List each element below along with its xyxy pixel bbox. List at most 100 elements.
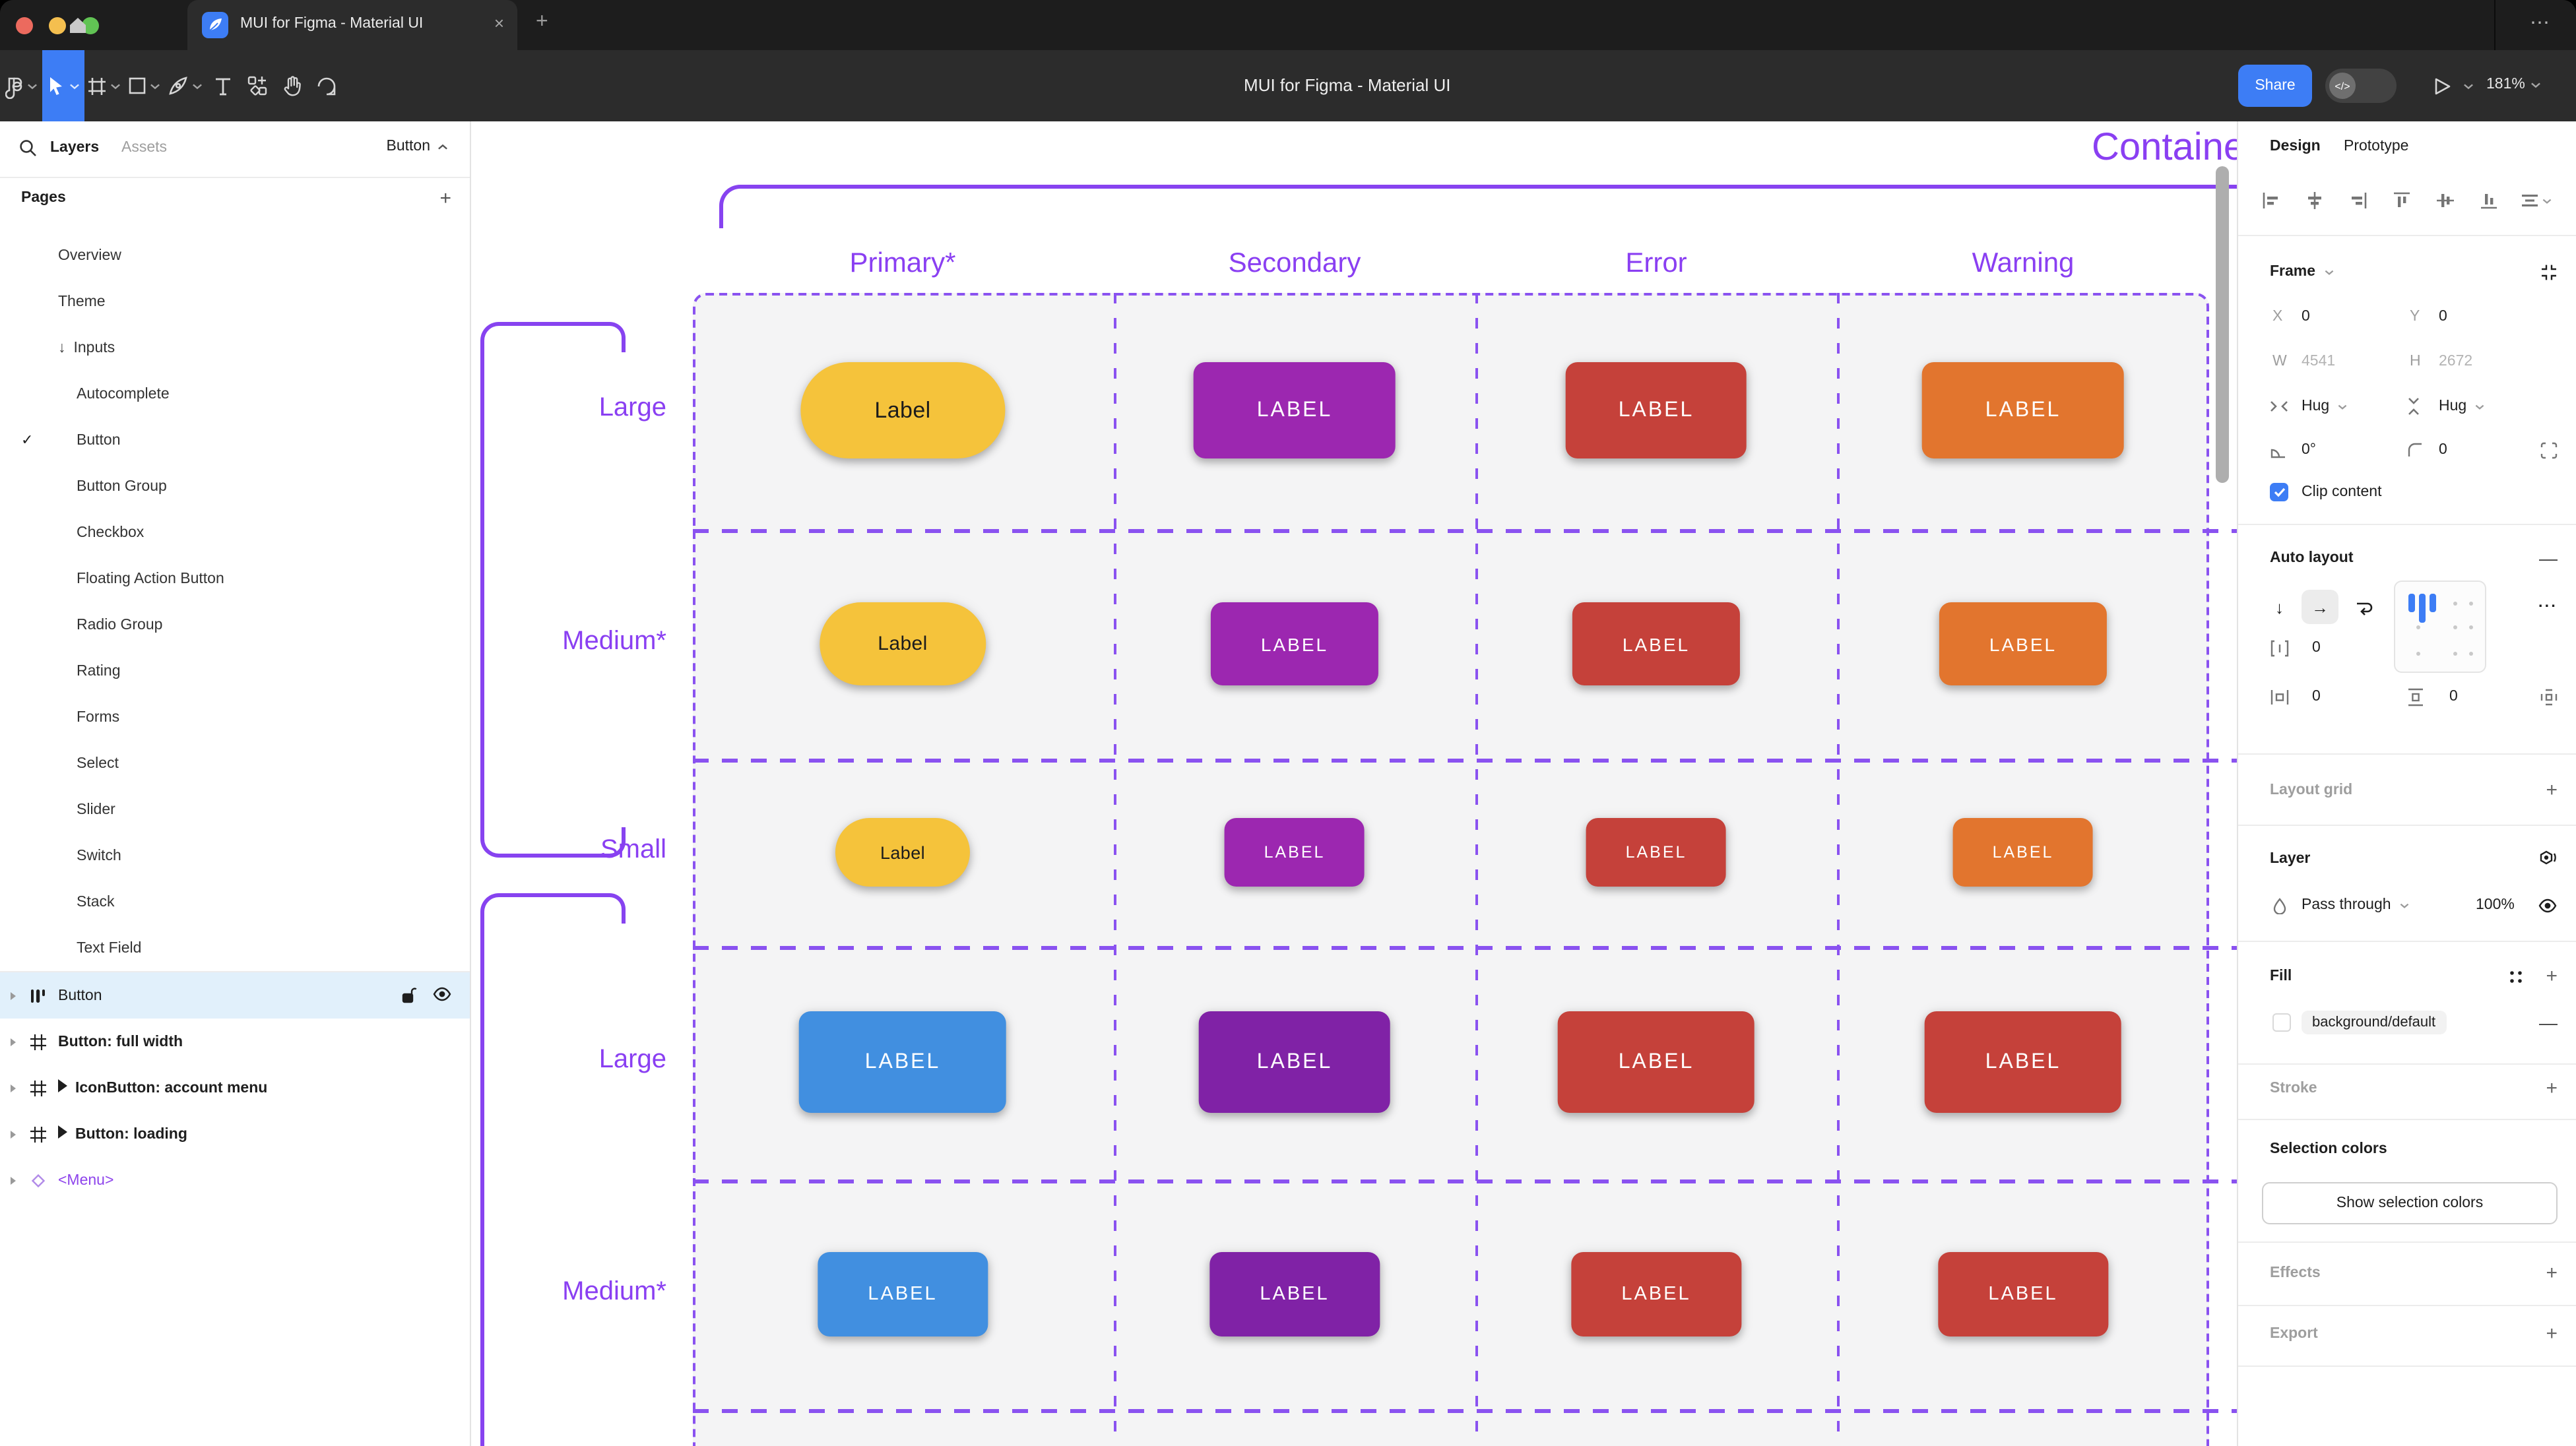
auto-layout-alignment-box[interactable] [2394, 581, 2486, 673]
layer-row-button-loading[interactable]: Button: loading [0, 1111, 470, 1157]
page-item-slider[interactable]: Slider [77, 802, 115, 817]
fill-token[interactable]: background/default [2302, 1011, 2447, 1034]
layout-wrap-icon[interactable] [2354, 598, 2374, 615]
show-selection-colors-button[interactable]: Show selection colors [2262, 1182, 2558, 1224]
page-item-rating[interactable]: Rating [77, 663, 121, 679]
page-item-button[interactable]: ✓ Button [21, 432, 121, 449]
opacity-field[interactable]: 100% [2476, 897, 2515, 913]
minimize-window-button[interactable] [49, 17, 66, 34]
section-title[interactable]: Contained [2092, 127, 2237, 169]
page-item-switch[interactable]: Switch [77, 848, 121, 864]
clip-content-checkbox[interactable] [2270, 483, 2288, 501]
layer-row-menu-component[interactable]: <Menu> [0, 1157, 470, 1203]
page-item-fab[interactable]: Floating Action Button [77, 571, 224, 586]
horizontal-padding-field[interactable]: 0 [2312, 689, 2321, 705]
button-sample[interactable]: Label [820, 602, 986, 685]
button-sample[interactable]: LABEL [818, 1252, 988, 1336]
auto-layout-more-icon[interactable]: ··· [2538, 599, 2558, 615]
page-item-overview[interactable]: Overview [58, 247, 121, 263]
fill-color-swatch[interactable] [2272, 1013, 2291, 1032]
independent-corners-icon[interactable] [2540, 441, 2558, 458]
y-field[interactable]: 0 [2439, 309, 2447, 325]
share-button[interactable]: Share [2238, 65, 2312, 107]
button-sample[interactable]: Label [835, 818, 971, 887]
canvas-viewport[interactable]: Contained Primary* Secondary Error Warni… [471, 121, 2237, 1446]
pen-tool-button[interactable] [164, 50, 206, 121]
close-window-button[interactable] [16, 17, 33, 34]
page-item-checkbox[interactable]: Checkbox [77, 524, 145, 540]
add-page-button[interactable]: + [439, 187, 451, 210]
button-sample[interactable]: LABEL [1938, 1252, 2108, 1336]
button-sample[interactable]: LABEL [1939, 602, 2108, 685]
page-item-inputs[interactable]: ↓ Inputs [58, 340, 115, 356]
button-sample[interactable]: Label [800, 362, 1005, 458]
button-sample[interactable]: LABEL [1198, 1011, 1391, 1113]
present-button[interactable] [2426, 50, 2457, 121]
zoom-menu[interactable]: 181% [2486, 77, 2542, 92]
component-quick-selector[interactable]: Button [387, 139, 449, 154]
add-fill-button[interactable]: + [2546, 965, 2558, 988]
resources-tool-button[interactable] [240, 50, 274, 121]
x-field[interactable]: 0 [2302, 309, 2310, 325]
expand-chevron-icon[interactable] [11, 991, 16, 999]
remove-fill-button[interactable]: — [2539, 1012, 2558, 1033]
align-vertical-center-icon[interactable] [2436, 191, 2455, 210]
lock-icon[interactable] [401, 987, 417, 1004]
main-menu-button[interactable] [0, 50, 42, 121]
blend-mode-dropdown[interactable]: Pass through [2302, 897, 2410, 913]
tab-prototype[interactable]: Prototype [2344, 139, 2409, 154]
expand-chevron-icon[interactable] [11, 1130, 16, 1138]
add-export-button[interactable]: + [2546, 1323, 2558, 1345]
move-tool-button[interactable] [42, 50, 84, 121]
gap-field[interactable]: 0 [2312, 640, 2321, 656]
button-sample[interactable]: LABEL [1921, 362, 2125, 458]
align-left-icon[interactable] [2262, 191, 2280, 210]
tab-layers[interactable]: Layers [50, 140, 100, 156]
tab-close-icon[interactable]: × [494, 13, 504, 33]
vertical-sizing-dropdown[interactable]: Hug [2439, 398, 2485, 414]
search-icon[interactable] [18, 139, 37, 157]
tab-assets[interactable]: Assets [121, 140, 168, 156]
button-sample[interactable]: LABEL [1224, 818, 1365, 887]
button-sample[interactable]: LABEL [1586, 818, 1727, 887]
page-item-theme[interactable]: Theme [58, 294, 106, 309]
button-sample[interactable]: LABEL [1193, 362, 1396, 458]
independent-padding-icon[interactable] [2540, 688, 2558, 705]
layer-style-library-icon[interactable] [2538, 850, 2558, 868]
file-tab[interactable]: MUI for Figma - Material UI × [187, 0, 517, 50]
expand-arrow-icon[interactable]: ↓ [58, 340, 66, 356]
window-overflow-menu[interactable]: ⋯ [2530, 12, 2552, 34]
shape-tool-button[interactable] [124, 50, 164, 121]
expand-chevron-icon[interactable] [11, 1176, 16, 1184]
new-tab-button[interactable]: + [536, 11, 548, 33]
remove-auto-layout-button[interactable]: — [2539, 548, 2558, 569]
home-icon[interactable] [67, 15, 88, 36]
collapse-frame-icon[interactable] [2540, 263, 2558, 280]
page-item-autocomplete[interactable]: Autocomplete [77, 386, 170, 402]
button-sample[interactable]: LABEL [1209, 1252, 1380, 1336]
align-bottom-icon[interactable] [2480, 191, 2498, 210]
visibility-icon[interactable] [433, 987, 451, 1004]
page-item-text-field[interactable]: Text Field [77, 940, 142, 956]
align-top-icon[interactable] [2393, 191, 2411, 210]
hand-tool-button[interactable] [274, 50, 309, 121]
button-sample[interactable]: LABEL [1571, 1252, 1741, 1336]
button-sample[interactable]: LABEL [1210, 602, 1379, 685]
dev-mode-toggle[interactable]: </> [2325, 69, 2397, 103]
text-tool-button[interactable] [206, 50, 240, 121]
expand-chevron-icon[interactable] [11, 1038, 16, 1046]
button-sample[interactable]: LABEL [1952, 818, 2094, 887]
button-sample[interactable]: LABEL [1924, 1011, 2122, 1113]
frame-type-dropdown[interactable]: Frame [2270, 264, 2334, 280]
expand-chevron-icon[interactable] [11, 1084, 16, 1092]
add-layout-grid-button[interactable]: + [2546, 779, 2558, 802]
horizontal-sizing-dropdown[interactable]: Hug [2302, 398, 2348, 414]
present-options-chevron-icon[interactable] [2457, 50, 2478, 121]
layer-row-iconbutton-account-menu[interactable]: IconButton: account menu [0, 1065, 470, 1111]
button-sample[interactable]: LABEL [798, 1011, 1007, 1113]
layer-row-button-full-width[interactable]: Button: full width [0, 1019, 470, 1065]
align-horizontal-center-icon[interactable] [2305, 191, 2324, 210]
layout-direction-vertical-icon[interactable]: ↓ [2275, 597, 2284, 617]
page-item-button-group[interactable]: Button Group [77, 478, 167, 494]
document-title[interactable]: MUI for Figma - Material UI [1244, 75, 1451, 95]
